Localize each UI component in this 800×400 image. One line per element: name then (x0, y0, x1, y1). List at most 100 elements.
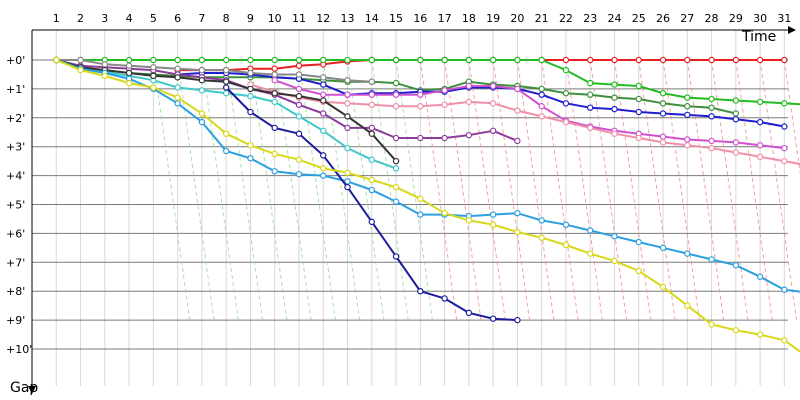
data-point (271, 56, 278, 64)
data-point (295, 62, 303, 69)
x-tick-label: 6 (174, 12, 181, 25)
time-diagonal (177, 59, 215, 321)
data-point (489, 82, 497, 90)
data-point (489, 127, 497, 135)
data-point (344, 77, 351, 84)
data-point (198, 56, 206, 64)
data-point (320, 152, 327, 159)
data-point (708, 95, 715, 103)
data-point (295, 85, 303, 93)
data-point (368, 218, 375, 226)
data-point (344, 113, 351, 120)
y-tick-label: +6' (6, 227, 25, 240)
data-point (271, 65, 278, 72)
data-point (247, 92, 254, 100)
data-point (392, 253, 400, 260)
data-point (684, 136, 691, 143)
data-point (368, 186, 375, 194)
data-point (756, 142, 764, 149)
x-tick-label: 24 (607, 12, 621, 25)
y-tick-label: +5' (6, 199, 25, 212)
data-point (635, 134, 642, 142)
data-point (368, 78, 375, 85)
x-tick-label: 22 (559, 12, 573, 25)
x-tick-label: 3 (101, 12, 108, 25)
data-point (489, 56, 497, 64)
data-point (659, 139, 667, 146)
data-point (174, 65, 181, 72)
data-point (781, 157, 788, 165)
y-tick-label: +9' (6, 314, 25, 327)
data-point (587, 124, 594, 132)
data-point (392, 56, 400, 64)
data-point (514, 316, 521, 324)
x-tick-label: 9 (247, 12, 254, 25)
x-tick-label: 2 (77, 12, 84, 25)
data-point (320, 110, 327, 117)
time-diagonal (711, 59, 749, 321)
x-tick-label: 1 (53, 12, 60, 25)
data-point (538, 85, 545, 93)
series-line-yellow (55, 59, 800, 353)
data-point (295, 170, 303, 178)
data-point (611, 94, 618, 101)
data-point (756, 118, 764, 126)
data-point (392, 91, 400, 98)
data-point (781, 337, 788, 344)
data-point (538, 234, 545, 241)
data-point (465, 98, 473, 106)
y-axis-title: Gap (10, 380, 38, 396)
data-point (562, 221, 570, 228)
time-diagonal (419, 59, 458, 321)
y-tick-label: +8' (6, 285, 25, 298)
data-point (538, 56, 545, 64)
series-line-purple (56, 59, 518, 142)
series-lines (53, 56, 800, 353)
data-point (562, 90, 570, 97)
data-point (247, 85, 254, 93)
y-tick-label: +2' (6, 112, 25, 125)
data-point (684, 56, 691, 64)
time-diagonal (735, 59, 773, 321)
data-point (732, 149, 740, 156)
data-point (198, 110, 206, 117)
data-point (684, 142, 691, 149)
time-diagonal (492, 59, 531, 321)
data-point (732, 56, 740, 64)
data-point (538, 113, 545, 120)
data-point (781, 100, 788, 107)
series-line-lightblue (55, 59, 800, 293)
data-point (587, 104, 594, 111)
data-point (587, 79, 594, 87)
data-point (587, 91, 594, 98)
data-point (465, 56, 473, 64)
series-line-gray (56, 59, 372, 83)
x-tick-label: 5 (150, 12, 157, 25)
data-point (125, 56, 133, 64)
data-point (781, 56, 788, 64)
time-diagonal (225, 59, 264, 321)
data-point (708, 144, 715, 152)
time-diagonal (298, 59, 336, 321)
data-point (320, 127, 327, 135)
data-point (150, 72, 157, 80)
data-point (465, 309, 473, 317)
data-point (320, 97, 327, 104)
data-point (247, 69, 254, 77)
series-line-green (56, 59, 800, 106)
series-line-pink (250, 83, 800, 165)
data-point (174, 100, 181, 107)
data-point (635, 82, 642, 90)
y-tick-label: +3' (6, 141, 25, 154)
data-point (417, 56, 424, 64)
x-tick-label: 15 (389, 12, 403, 25)
data-point (101, 72, 109, 80)
data-point (417, 195, 424, 202)
series-line-blue (177, 72, 785, 128)
data-point (781, 123, 788, 130)
data-point (587, 56, 594, 64)
data-point (344, 183, 351, 191)
data-point (538, 103, 545, 110)
time-diagonal (541, 59, 579, 321)
